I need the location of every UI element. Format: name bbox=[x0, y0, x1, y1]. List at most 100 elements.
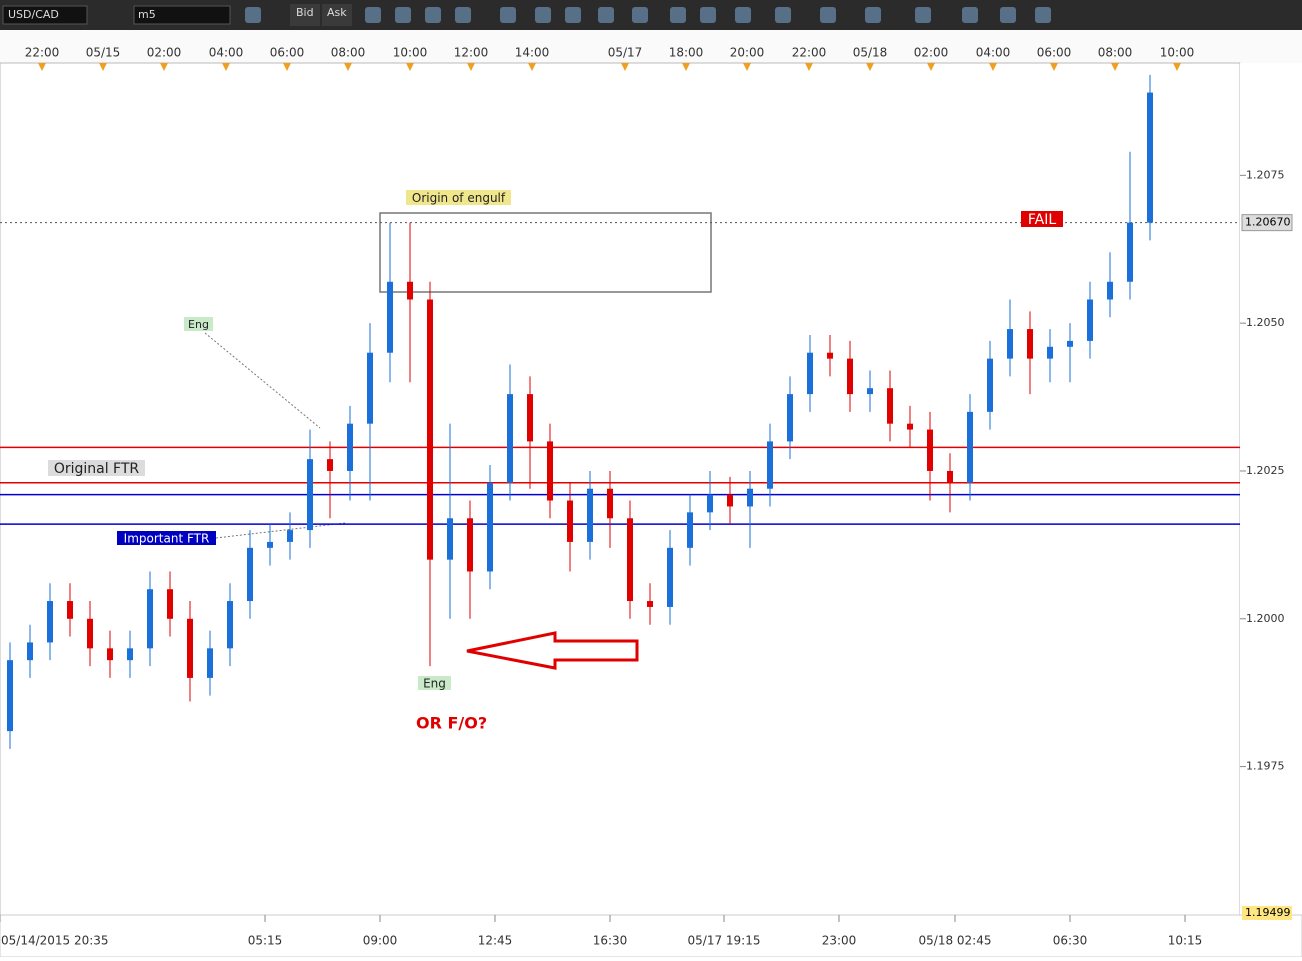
top-tick-marker bbox=[682, 63, 690, 71]
connector bbox=[204, 332, 321, 429]
candle-body bbox=[167, 589, 173, 619]
bottom-tick-label: 05:15 bbox=[248, 934, 283, 948]
candle-body bbox=[47, 601, 53, 643]
candle-body bbox=[87, 618, 93, 649]
timeframe-box[interactable] bbox=[133, 5, 231, 25]
bottom-tick-label: 16:30 bbox=[593, 934, 628, 948]
toolbar-icon[interactable] bbox=[962, 7, 978, 23]
candle-body bbox=[507, 394, 513, 483]
top-tick-label: 22:00 bbox=[792, 46, 827, 60]
top-tick-marker bbox=[621, 63, 629, 71]
top-tick-marker bbox=[160, 63, 168, 71]
candle-body bbox=[787, 394, 793, 442]
bottom-tick-label: 10:15 bbox=[1168, 934, 1203, 948]
arrow bbox=[466, 631, 639, 670]
price-axis bbox=[1240, 63, 1302, 915]
top-tick-marker bbox=[99, 63, 107, 71]
candle-body bbox=[247, 547, 253, 602]
toolbar-icon[interactable] bbox=[735, 7, 751, 23]
top-tick-marker bbox=[406, 63, 414, 71]
top-tick-label: 04:00 bbox=[976, 46, 1011, 60]
candle-body bbox=[7, 660, 13, 732]
top-tick-label: 14:00 bbox=[515, 46, 550, 60]
bid-button[interactable] bbox=[290, 4, 320, 26]
candle-body bbox=[547, 441, 553, 501]
annotation: Eng bbox=[188, 318, 209, 331]
toolbar-icon[interactable] bbox=[245, 7, 261, 23]
origin-zone bbox=[379, 212, 712, 293]
candle-body bbox=[987, 358, 993, 412]
top-tick-marker bbox=[989, 63, 997, 71]
toolbar-icon[interactable] bbox=[1035, 7, 1051, 23]
annotation-bg bbox=[418, 676, 451, 690]
bottom-tick-label: 23:00 bbox=[822, 934, 857, 948]
candle-body bbox=[927, 429, 933, 471]
top-tick-label: 20:00 bbox=[730, 46, 765, 60]
candle-body bbox=[667, 547, 673, 607]
top-tick-label: 04:00 bbox=[209, 46, 244, 60]
toolbar-icon[interactable] bbox=[598, 7, 614, 23]
candle-body bbox=[767, 441, 773, 489]
toolbar-icon[interactable] bbox=[865, 7, 881, 23]
bottom-tick-label: 05/14/2015 20:35 bbox=[1, 934, 109, 948]
top-tick-label: 08:00 bbox=[1098, 46, 1133, 60]
candle-body bbox=[267, 541, 273, 548]
toolbar-icon[interactable] bbox=[775, 7, 791, 23]
top-tick-marker bbox=[344, 63, 352, 71]
toolbar-icon[interactable] bbox=[670, 7, 686, 23]
top-tick-marker bbox=[927, 63, 935, 71]
candle-body bbox=[1027, 329, 1033, 359]
toolbar-icon[interactable] bbox=[535, 7, 551, 23]
toolbar-icon[interactable] bbox=[365, 7, 381, 23]
top-tick-label: 12:00 bbox=[454, 46, 489, 60]
bottom-tick-label: 06:30 bbox=[1053, 934, 1088, 948]
top-tick-label: 22:00 bbox=[25, 46, 60, 60]
bottom-tick-label: 05/17 19:15 bbox=[688, 934, 761, 948]
toolbar-icon[interactable] bbox=[565, 7, 581, 23]
top-tick-marker bbox=[866, 63, 874, 71]
top-tick-marker bbox=[1111, 63, 1119, 71]
candle-body bbox=[467, 518, 473, 572]
candle-body bbox=[1067, 340, 1073, 347]
top-tick-label: 10:00 bbox=[393, 46, 428, 60]
y-tick-label: 1.2025 bbox=[1246, 464, 1285, 477]
toolbar-icon[interactable] bbox=[425, 7, 441, 23]
symbol-box[interactable] bbox=[2, 5, 88, 25]
top-tick-marker bbox=[528, 63, 536, 71]
toolbar-icon[interactable] bbox=[500, 7, 516, 23]
candle-body bbox=[1127, 222, 1133, 282]
current-price-box bbox=[1241, 214, 1293, 232]
candle-body bbox=[227, 601, 233, 649]
candle-body bbox=[407, 281, 413, 300]
candle-body bbox=[907, 423, 913, 430]
toolbar-icon[interactable] bbox=[1000, 7, 1016, 23]
toolbar-icon[interactable] bbox=[700, 7, 716, 23]
toolbar-icon[interactable] bbox=[915, 7, 931, 23]
y-tick-label: 1.1975 bbox=[1246, 760, 1285, 773]
candle-body bbox=[207, 648, 213, 678]
toolbar-icon[interactable] bbox=[395, 7, 411, 23]
candle-body bbox=[107, 648, 113, 661]
candle-body bbox=[947, 470, 953, 483]
candle-body bbox=[367, 352, 373, 424]
candle-body bbox=[147, 589, 153, 649]
candle-body bbox=[1087, 299, 1093, 341]
annotation: Origin of engulf bbox=[412, 191, 506, 205]
top-tick-marker bbox=[805, 63, 813, 71]
connector bbox=[215, 522, 346, 539]
toolbar-icon[interactable] bbox=[455, 7, 471, 23]
candle-body bbox=[647, 601, 653, 607]
candle-body bbox=[827, 352, 833, 359]
candle-body bbox=[127, 648, 133, 661]
candle-body bbox=[1047, 346, 1053, 359]
top-tick-marker bbox=[467, 63, 475, 71]
toolbar-icon[interactable] bbox=[820, 7, 836, 23]
toolbar-icon[interactable] bbox=[632, 7, 648, 23]
y-tick-label: 1.2050 bbox=[1246, 316, 1285, 329]
annotation: OR F/O? bbox=[416, 714, 487, 733]
annotation: FAIL bbox=[1028, 212, 1056, 228]
y-tick-label: 1.2000 bbox=[1246, 612, 1285, 625]
ask-button[interactable] bbox=[322, 4, 352, 26]
annotation-bg bbox=[406, 190, 511, 205]
